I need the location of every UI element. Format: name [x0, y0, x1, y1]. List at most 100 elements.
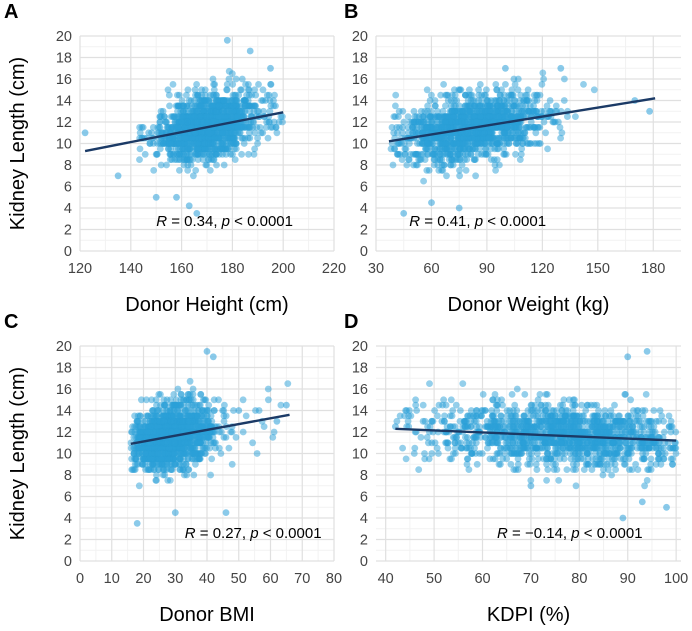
data-point	[514, 75, 522, 83]
data-point	[441, 140, 449, 147]
data-point	[170, 134, 178, 142]
data-point	[459, 107, 467, 115]
data-point	[178, 439, 186, 447]
outlier-point	[646, 107, 653, 115]
data-point	[590, 86, 598, 94]
data-point	[459, 113, 467, 120]
data-point	[184, 161, 192, 169]
data-point	[145, 466, 153, 473]
data-point	[166, 156, 174, 164]
data-point	[488, 140, 496, 147]
y-tick-label: 10	[56, 137, 72, 153]
data-point	[128, 428, 135, 436]
data-point	[500, 145, 508, 153]
data-point	[247, 118, 255, 126]
data-point	[161, 471, 169, 479]
data-point	[193, 107, 201, 115]
data-point	[569, 407, 577, 414]
data-point	[417, 434, 425, 441]
data-point	[181, 134, 189, 142]
x-tick-label: 220	[322, 261, 346, 277]
data-point	[434, 107, 441, 115]
data-point	[224, 145, 231, 153]
x-tick-label: 40	[199, 571, 215, 587]
data-point	[457, 407, 464, 414]
data-point	[485, 129, 493, 137]
data-point	[167, 466, 175, 473]
data-point	[148, 396, 156, 404]
data-point	[229, 81, 237, 88]
data-point	[187, 140, 195, 147]
data-point	[498, 417, 505, 425]
data-point	[436, 145, 444, 153]
x-tick-label: 50	[231, 571, 247, 587]
data-point	[223, 81, 231, 88]
data-point	[220, 417, 228, 425]
outlier-point	[283, 401, 290, 409]
data-point	[517, 150, 525, 158]
y-tick-label: 0	[64, 244, 72, 260]
y-tick-label: 4	[64, 511, 72, 527]
data-point	[492, 81, 500, 88]
y-tick-label: 16	[56, 382, 72, 398]
y-tick-label: 6	[360, 180, 368, 196]
data-point	[192, 412, 200, 420]
data-point	[251, 145, 258, 153]
y-tick-label: 2	[360, 533, 368, 549]
data-point	[206, 444, 214, 452]
outlier-point	[203, 348, 211, 355]
correlation-annotation: R = 0.34, p < 0.0001	[156, 213, 293, 230]
data-point	[136, 434, 144, 441]
data-point	[222, 124, 230, 131]
data-point	[514, 455, 522, 463]
data-point	[160, 401, 168, 409]
x-tick-label: 0	[76, 571, 84, 587]
data-point	[220, 97, 228, 104]
data-point	[493, 134, 501, 142]
data-point	[230, 140, 238, 147]
data-point	[221, 113, 229, 120]
data-point	[535, 455, 542, 463]
data-point	[246, 107, 254, 115]
data-point	[508, 391, 516, 398]
data-point	[389, 161, 397, 169]
data-point	[210, 91, 218, 99]
data-point	[206, 167, 214, 174]
data-point	[464, 140, 471, 147]
data-point	[441, 412, 448, 420]
data-point	[234, 113, 241, 120]
data-point	[494, 401, 502, 409]
data-point	[146, 444, 153, 452]
data-point	[217, 145, 225, 153]
y-tick-label: 12	[56, 425, 72, 441]
data-point	[510, 129, 517, 137]
x-tick-label: 30	[368, 261, 384, 277]
data-point	[505, 140, 512, 147]
data-point	[502, 434, 509, 441]
data-point	[155, 450, 163, 457]
data-points	[127, 348, 292, 527]
data-point	[523, 91, 531, 99]
data-point	[482, 102, 489, 110]
data-point	[253, 450, 261, 457]
y-tick-label: 18	[56, 361, 72, 377]
data-point	[556, 455, 564, 463]
data-point	[211, 145, 219, 153]
data-point	[517, 124, 525, 131]
data-point	[395, 150, 402, 158]
y-tick-label: 20	[352, 339, 368, 355]
data-point	[225, 444, 233, 452]
data-point	[429, 150, 437, 158]
data-point	[470, 97, 478, 104]
data-point	[471, 107, 479, 115]
data-point	[463, 460, 471, 468]
data-point	[265, 91, 273, 99]
data-point	[176, 466, 184, 473]
data-point	[193, 118, 201, 126]
data-point	[584, 455, 592, 463]
data-point	[442, 102, 449, 110]
data-point	[525, 107, 533, 115]
data-point	[650, 407, 658, 414]
data-point	[178, 97, 186, 104]
data-point	[162, 423, 170, 430]
